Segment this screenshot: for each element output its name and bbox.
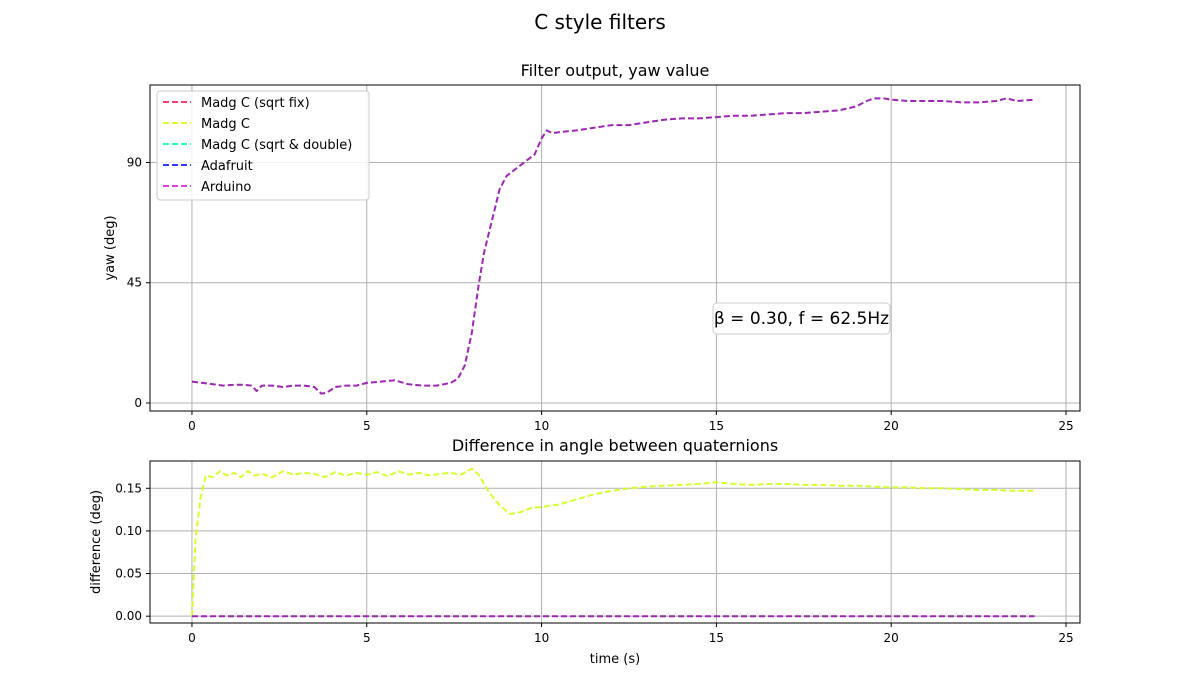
difference-series-madg-c xyxy=(191,467,1035,617)
difference-grid xyxy=(150,461,1080,623)
annotation-text: β = 0.30, f = 62.5Hz xyxy=(714,309,889,329)
yaw-xtick-label: 5 xyxy=(363,419,371,433)
difference-ytick-label: 0.10 xyxy=(115,524,142,538)
difference-axes: 0 5 10 15 20 25 0.00 0.05 0.10 0.15 Difference in… xyxy=(89,436,1081,667)
difference-ytick-label: 0.15 xyxy=(115,481,142,495)
difference-xtick-label: 5 xyxy=(363,631,371,645)
difference-xtick-label: 25 xyxy=(1058,631,1073,645)
yaw-series xyxy=(191,97,1035,395)
yaw-xtick-label: 15 xyxy=(709,419,724,433)
annotation-box: β = 0.30, f = 62.5Hz xyxy=(712,302,891,335)
yaw-axes-frame xyxy=(149,84,1081,412)
difference-xtick-label: 0 xyxy=(188,631,196,645)
difference-xtick-label: 10 xyxy=(534,631,549,645)
difference-xlabel: time (s) xyxy=(590,652,640,667)
difference-ytick-label: 0.00 xyxy=(115,609,142,623)
annotation-frame xyxy=(712,302,891,335)
yaw-ticks: 0 5 10 15 20 25 0 45 90 xyxy=(127,155,1074,433)
legend-label: Madg C xyxy=(201,117,250,132)
yaw-axes-title: Filter output, yaw value xyxy=(521,61,710,80)
yaw-xtick-label: 0 xyxy=(188,419,196,433)
yaw-ylabel: yaw (deg) xyxy=(103,215,118,280)
legend-box xyxy=(156,90,370,201)
difference-ticks: 0 5 10 15 20 25 0.00 0.05 0.10 0.15 xyxy=(115,481,1073,645)
yaw-xtick-label: 20 xyxy=(884,419,899,433)
yaw-xtick-label: 25 xyxy=(1058,419,1073,433)
yaw-axes: 0 5 10 15 20 25 0 45 90 Filter output, yaw value… xyxy=(103,61,1081,433)
difference-axes-frame xyxy=(149,460,1081,624)
difference-ytick-label: 0.05 xyxy=(115,567,142,581)
legend-label: Madg C (sqrt & double) xyxy=(201,138,352,153)
yaw-xtick-label: 10 xyxy=(534,419,549,433)
yaw-ytick-label: 90 xyxy=(127,155,142,169)
difference-ylabel: difference (deg) xyxy=(89,490,104,594)
legend-label: Adafruit xyxy=(201,159,253,174)
legend-label: Arduino xyxy=(201,180,251,195)
difference-xtick-label: 20 xyxy=(884,631,899,645)
legend-label: Madg C (sqrt fix) xyxy=(201,96,310,111)
yaw-ytick-label: 0 xyxy=(134,396,142,410)
figure-suptitle: C style filters xyxy=(534,10,666,34)
legend: Madg C (sqrt fix) Madg C Madg C (sqrt & do… xyxy=(156,90,370,201)
yaw-series-arduino xyxy=(191,97,1035,395)
yaw-ytick-label: 45 xyxy=(127,276,142,290)
difference-series xyxy=(191,467,1035,618)
difference-axes-title: Difference in angle between quaternions xyxy=(452,436,778,455)
difference-xtick-label: 15 xyxy=(709,631,724,645)
